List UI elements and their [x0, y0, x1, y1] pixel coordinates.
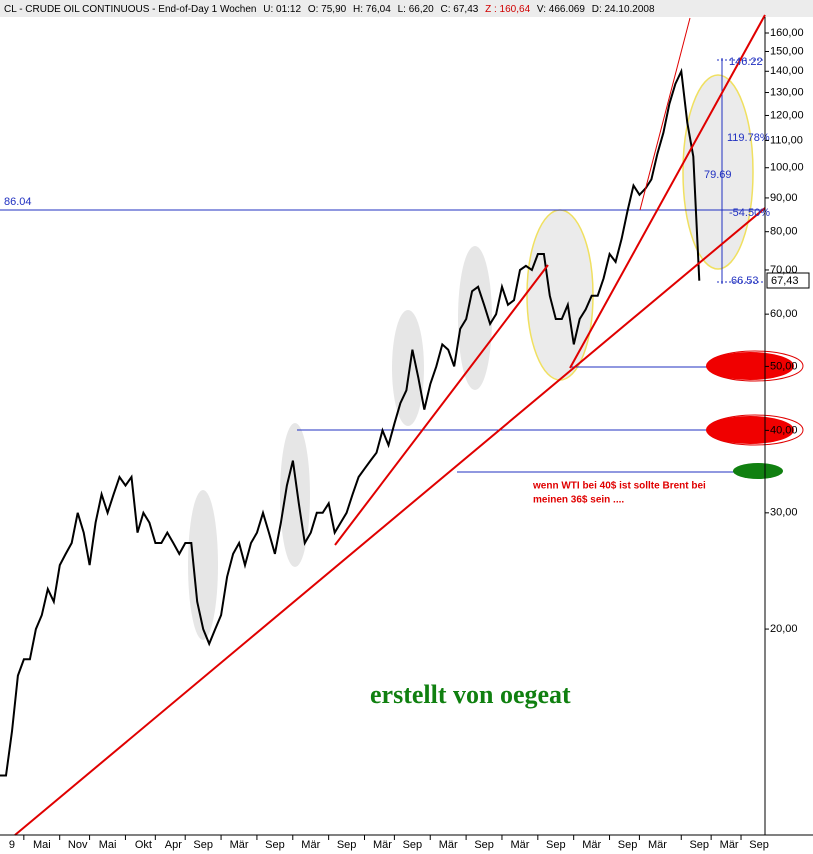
trend-line	[569, 14, 766, 369]
header-field: H: 76,04	[353, 4, 391, 15]
y-tick-label: 110,00	[770, 134, 803, 146]
y-tick-label: 160,00	[770, 27, 804, 39]
header-title: CL - CRUDE OIL CONTINUOUS - End-of-Day 1…	[4, 4, 256, 15]
watermark: erstellt von oegeat	[370, 680, 571, 709]
highlight	[188, 490, 218, 640]
target	[733, 463, 783, 479]
header-field: U: 01:12	[263, 4, 301, 15]
header-field: L: 66,20	[398, 4, 435, 15]
y-tick-label: 70,00	[770, 264, 798, 276]
header-field: C: 67,43	[441, 4, 479, 15]
header-field: V: 466.069	[537, 4, 585, 15]
y-tick-label: 80,00	[770, 226, 798, 238]
y-tick-label: 40,00	[770, 424, 798, 436]
highlight	[682, 74, 754, 270]
last-price: 67,43	[771, 275, 799, 287]
x-tick-label: Nov	[68, 839, 88, 851]
header-field: O: 75,90	[308, 4, 347, 15]
x-tick-label: Mär	[720, 839, 739, 851]
x-tick-label: Mär	[230, 839, 249, 851]
target	[706, 416, 794, 444]
price-line	[0, 67, 701, 777]
x-tick-label: Sep	[689, 839, 709, 851]
x-tick-label: Sep	[193, 839, 213, 851]
x-tick-label: Mär	[510, 839, 529, 851]
annotation: 146.22	[729, 56, 763, 68]
x-tick-label: Mär	[301, 839, 320, 851]
trend-line	[14, 207, 766, 836]
annotation: -54.50%	[729, 207, 770, 219]
annotation: 66.53	[731, 275, 759, 287]
y-tick-label: 20,00	[770, 623, 798, 635]
annotation: 86.04	[4, 196, 32, 208]
highlight	[526, 209, 594, 381]
y-tick-label: 90,00	[770, 192, 798, 204]
x-tick-label: Apr	[165, 839, 182, 851]
x-tick-label: Sep	[403, 839, 423, 851]
x-tick-label: Mär	[582, 839, 601, 851]
y-tick-label: 150,00	[770, 45, 804, 57]
x-tick-label: Mai	[33, 839, 51, 851]
trend-line	[334, 264, 549, 546]
highlight	[392, 310, 424, 426]
y-tick-label: 50,00	[770, 360, 798, 372]
y-tick-label: 60,00	[770, 308, 798, 320]
x-tick-label: Sep	[265, 839, 285, 851]
x-tick-label: Mär	[439, 839, 458, 851]
annotation: 119.78%	[727, 132, 770, 144]
x-tick-label: Okt	[135, 839, 152, 851]
target	[706, 352, 794, 380]
header-bar	[0, 0, 813, 17]
x-tick-label: Sep	[474, 839, 494, 851]
x-tick-label: Mär	[648, 839, 667, 851]
header: CL - CRUDE OIL CONTINUOUS - End-of-Day 1…	[4, 4, 655, 15]
x-tick-label: Mär	[373, 839, 392, 851]
annotation: 79.69	[704, 169, 732, 181]
x-tick-label: Sep	[546, 839, 566, 851]
x-tick-label: Sep	[749, 839, 769, 851]
x-tick-label: Sep	[618, 839, 638, 851]
x-tick-label: Mai	[99, 839, 117, 851]
annotation: meinen 36$ sein ....	[533, 495, 624, 506]
y-tick-label: 120,00	[770, 109, 804, 121]
y-tick-label: 100,00	[770, 162, 804, 174]
y-tick-label: 130,00	[770, 86, 804, 98]
last-price-box	[766, 272, 810, 289]
annotation: wenn WTI bei 40$ ist sollte Brent bei	[532, 481, 706, 492]
x-tick-label: Sep	[337, 839, 357, 851]
header-field: D: 24.10.2008	[592, 4, 655, 15]
highlight	[458, 246, 492, 390]
series-layer	[0, 67, 701, 777]
header-z: Z : 160,64	[485, 4, 530, 15]
y-tick-label: 30,00	[770, 507, 798, 519]
trend-line	[639, 17, 691, 211]
x-tick-label: 9	[9, 839, 15, 851]
y-tick-label: 140,00	[770, 65, 804, 77]
